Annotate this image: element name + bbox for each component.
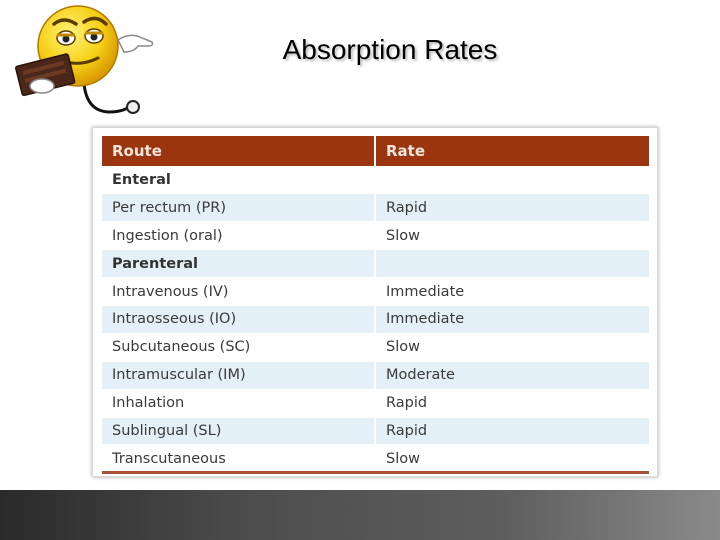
rate-cell: Immediate xyxy=(374,304,649,334)
absorption-rates-table: Route Rate Enteral Per rectum (PR) Rapid… xyxy=(102,136,649,473)
route-cell: Subcutaneous (SC) xyxy=(102,332,375,362)
route-cell: Intraosseous (IO) xyxy=(102,304,375,334)
table-row-group: Parenteral xyxy=(102,249,649,278)
rate-cell: Slow xyxy=(374,444,649,473)
route-cell: Per rectum (PR) xyxy=(102,193,375,222)
rate-cell: Slow xyxy=(374,221,649,250)
rate-cell: Moderate xyxy=(374,360,649,390)
route-cell: Inhalation xyxy=(102,388,375,418)
rate-cell: Rapid xyxy=(374,416,649,445)
table-row: Sublingual (SL) Rapid xyxy=(102,416,649,445)
table-row: Ingestion (oral) Slow xyxy=(102,221,649,250)
route-cell: Ingestion (oral) xyxy=(102,221,375,250)
route-cell: Transcutaneous xyxy=(102,444,375,473)
table-header-row: Route Rate xyxy=(102,136,649,166)
table-row: Intravenous (IV) Immediate xyxy=(102,277,649,306)
table-row: Intraosseous (IO) Immediate xyxy=(102,304,649,334)
table-row: Inhalation Rapid xyxy=(102,388,649,418)
rate-cell: Immediate xyxy=(374,277,649,306)
rate-cell xyxy=(374,249,649,278)
route-cell: Sublingual (SL) xyxy=(102,416,375,445)
footer-bar xyxy=(0,490,720,540)
route-cell: Intramuscular (IM) xyxy=(102,360,375,390)
table-row: Subcutaneous (SC) Slow xyxy=(102,332,649,362)
table-row: Intramuscular (IM) Moderate xyxy=(102,360,649,390)
table-row: Transcutaneous Slow xyxy=(102,444,649,473)
rate-cell: Rapid xyxy=(374,388,649,418)
smiley-doctor-icon xyxy=(15,5,154,114)
table-row-group: Enteral xyxy=(102,165,649,194)
slide-title: Absorption Rates xyxy=(282,34,498,65)
header-rate: Rate xyxy=(374,136,649,166)
rate-cell xyxy=(374,165,649,194)
rate-cell: Rapid xyxy=(374,193,649,222)
route-cell: Enteral xyxy=(102,165,375,194)
table-bottom-edge xyxy=(102,471,649,474)
route-cell: Parenteral xyxy=(102,249,375,278)
route-cell: Intravenous (IV) xyxy=(102,277,375,306)
rate-cell: Slow xyxy=(374,332,649,362)
absorption-rates-table-frame: Route Rate Enteral Per rectum (PR) Rapid… xyxy=(92,127,658,477)
table-row: Per rectum (PR) Rapid xyxy=(102,193,649,222)
header-route: Route xyxy=(102,136,375,166)
